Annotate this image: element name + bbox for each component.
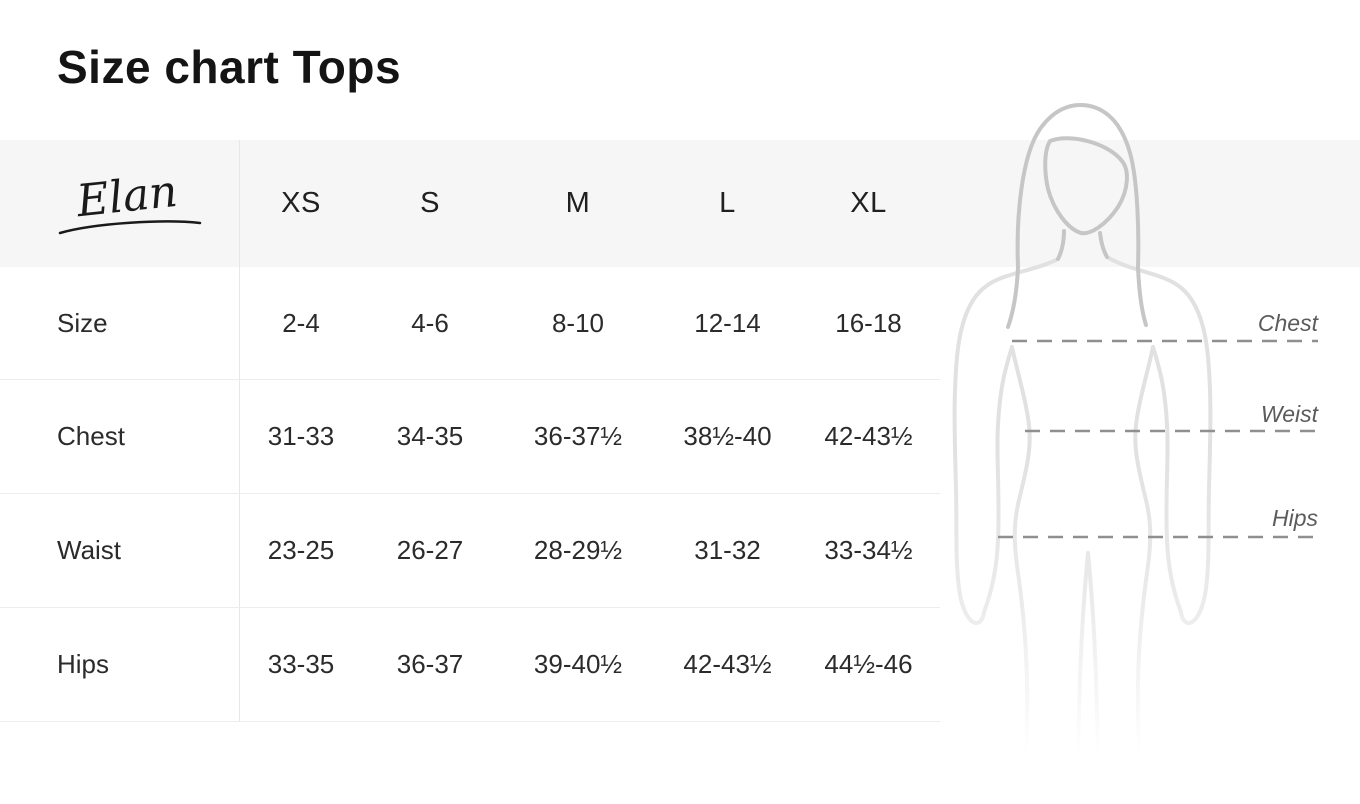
hips-xl-cell: 44½-46 [797,608,940,722]
size-s-cell: 4-6 [362,267,498,380]
chest-xl-cell: 42-43½ [797,380,940,494]
size-m-cell: 8-10 [498,267,658,380]
column-header-xl: XL [850,187,887,219]
size-xs-cell: 2-4 [240,267,362,380]
column-header-s: S [420,187,440,219]
page-title: Size chart Tops [57,41,402,93]
woman-outline-illustration [952,103,1318,801]
waist-xl-cell: 33-34½ [797,494,940,608]
column-header-m: M [565,187,591,219]
brand-logo-cell: Elan [0,140,240,267]
figure-body-outline [952,255,1213,801]
hips-m-cell: 39-40½ [498,608,658,722]
row-label-chest: Chest [0,380,240,494]
brand-logo-underline [58,219,202,234]
size-chart-table: Elan XS S M L XL Size 2-4 4-6 8-10 12-14… [0,140,940,722]
column-header-l: L [719,187,736,219]
waist-measure-label: Weist [1260,401,1318,427]
chest-measure-label: Chest [1257,310,1318,336]
waist-xs-cell: 23-25 [240,494,362,608]
row-label-hips: Hips [0,608,240,722]
size-xl-cell: 16-18 [797,267,940,380]
size-l-cell: 12-14 [658,267,797,380]
waist-m-cell: 28-29½ [498,494,658,608]
row-label-waist: Waist [0,494,240,608]
waist-s-cell: 26-27 [362,494,498,608]
figure-hair-face-outline [1006,103,1148,329]
column-header-xs: XS [281,187,321,219]
row-label-size: Size [0,267,240,380]
chest-m-cell: 36-37½ [498,380,658,494]
body-measurement-figure [940,95,1360,804]
chest-xs-cell: 31-33 [240,380,362,494]
chest-s-cell: 34-35 [362,380,498,494]
hips-measure-label: Hips [1271,505,1318,531]
hips-xs-cell: 33-35 [240,608,362,722]
waist-l-cell: 31-32 [658,494,797,608]
hips-s-cell: 36-37 [362,608,498,722]
brand-logo-text: Elan [73,165,180,226]
chest-l-cell: 38½-40 [658,380,797,494]
hips-l-cell: 42-43½ [658,608,797,722]
brand-logo: Elan [58,165,202,234]
